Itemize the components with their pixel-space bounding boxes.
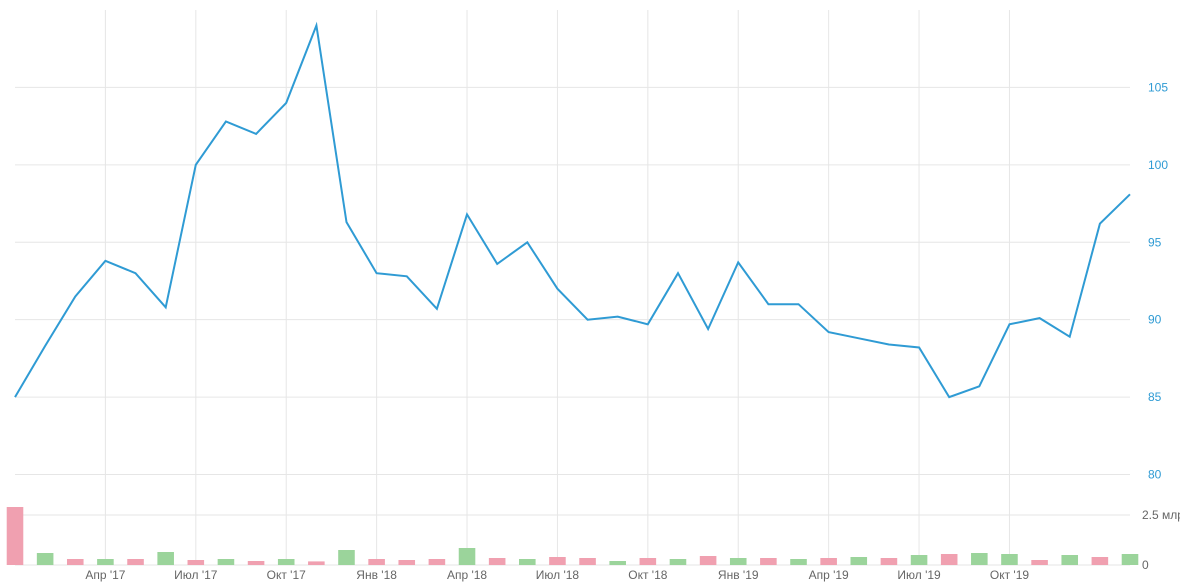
chart-svg: 80 85 90 95 100 105 Апр '17 Июл '17 Окт '17 Янв '… — [0, 0, 1180, 582]
volume-bar — [1031, 560, 1048, 565]
x-axis-label: Апр '17 — [85, 568, 125, 582]
volume-bar — [188, 560, 205, 565]
x-axis-label: Июл '18 — [536, 568, 580, 582]
volume-bar — [820, 558, 837, 565]
stock-chart: 80 85 90 95 100 105 Апр '17 Июл '17 Окт '17 Янв '… — [0, 0, 1180, 582]
y-axis-volume-label: 2.5 млрд — [1142, 508, 1180, 522]
volume-bar — [398, 560, 415, 565]
x-axis-label: Окт '17 — [267, 568, 307, 582]
volume-bar — [911, 555, 928, 565]
volume-bar — [549, 557, 566, 565]
volume-bar — [278, 559, 295, 565]
volume-bar — [1001, 554, 1018, 565]
volume-bar — [248, 561, 265, 565]
volume-bar — [429, 559, 446, 565]
x-axis-label: Апр '19 — [809, 568, 849, 582]
volume-bar — [1061, 555, 1078, 565]
volume-bar — [519, 559, 536, 565]
volume-bar — [368, 559, 385, 565]
volume-bar — [97, 559, 114, 565]
volume-bar — [338, 550, 355, 565]
volume-bar — [609, 561, 626, 565]
volume-bar — [1092, 557, 1109, 565]
volume-bar — [67, 559, 84, 565]
volume-bar — [37, 553, 54, 565]
y-axis-price-label: 95 — [1148, 235, 1162, 249]
volume-bar — [760, 558, 777, 565]
volume-bar — [700, 556, 717, 565]
volume-bar — [640, 558, 657, 565]
volume-bar — [941, 554, 958, 565]
y-axis-price-label: 80 — [1148, 468, 1162, 482]
y-axis-price-label: 100 — [1148, 158, 1168, 172]
volume-bar — [308, 561, 325, 565]
x-axis-label: Окт '18 — [628, 568, 668, 582]
volume-bar — [157, 552, 174, 565]
volume-bar — [489, 558, 506, 565]
volume-bar — [790, 559, 807, 565]
x-axis-label: Июл '19 — [897, 568, 941, 582]
volume-bar — [127, 559, 144, 565]
y-axis-price-label: 105 — [1148, 80, 1168, 94]
y-axis-price-label: 90 — [1148, 313, 1162, 327]
x-axis-label: Янв '18 — [356, 568, 397, 582]
x-axis-label: Июл '17 — [174, 568, 218, 582]
x-axis-label: Апр '18 — [447, 568, 487, 582]
volume-bar — [1122, 554, 1139, 565]
volume-bar — [459, 548, 476, 565]
volume-bar — [730, 558, 747, 565]
x-axis-label: Янв '19 — [718, 568, 759, 582]
volume-bar — [670, 559, 687, 565]
volume-bar — [218, 559, 235, 565]
volume-bar — [971, 553, 988, 565]
y-axis-volume-label: 0 — [1142, 558, 1149, 572]
volume-bar — [579, 558, 596, 565]
volume-bar — [850, 557, 867, 565]
volume-bar — [7, 507, 24, 565]
x-axis-label: Окт '19 — [990, 568, 1030, 582]
volume-bar — [881, 558, 898, 565]
y-axis-price-label: 85 — [1148, 390, 1162, 404]
price-line — [15, 26, 1130, 398]
